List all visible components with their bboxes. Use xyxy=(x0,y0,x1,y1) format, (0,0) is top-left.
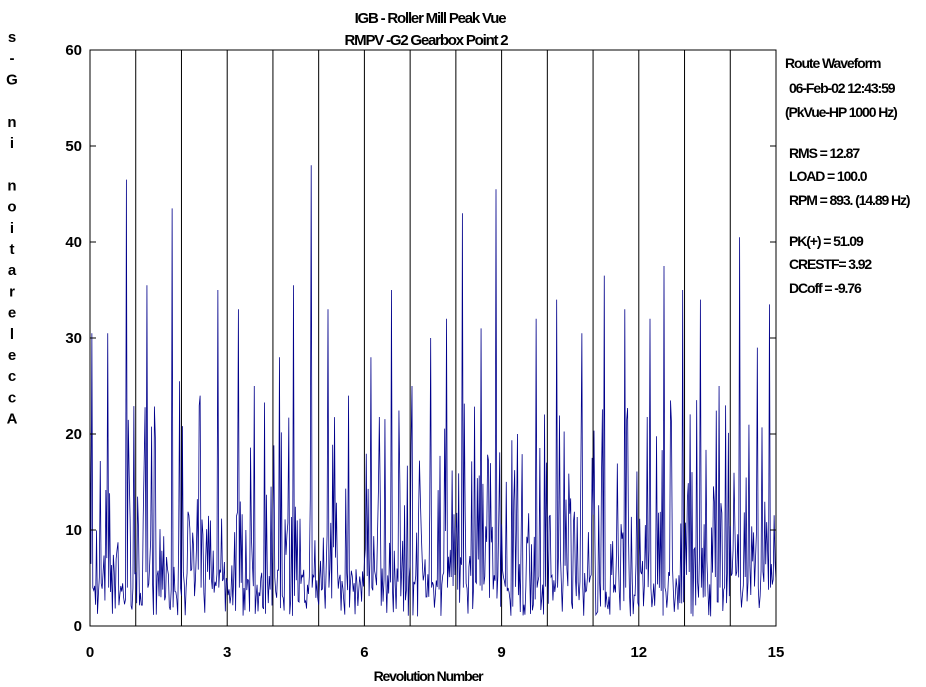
y-axis-ticks: 0 10 20 30 40 50 60 xyxy=(65,42,776,635)
info-rms: RMS = 12.87 xyxy=(789,145,860,161)
y-axis-label-char: A xyxy=(7,411,18,428)
x-tick-label: 0 xyxy=(86,644,94,661)
info-rpm: RPM = 893. (14.89 Hz) xyxy=(789,192,910,208)
x-tick-label: 6 xyxy=(360,644,368,661)
x-tick-label: 15 xyxy=(768,644,785,661)
info-timestamp: 06-Feb-02 12:43:59 xyxy=(789,80,896,96)
y-tick-label: 30 xyxy=(65,330,82,347)
y-axis-label-char: r xyxy=(9,283,15,300)
y-axis-label-char: l xyxy=(10,326,14,343)
y-axis-label-char: t xyxy=(10,241,15,258)
chart-title-line-2: RMPV -G2 Gearbox Point 2 xyxy=(345,32,509,49)
y-tick-label: 20 xyxy=(65,426,82,443)
info-pkvue: (PkVue-HP 1000 Hz) xyxy=(785,104,897,120)
y-axis-label-char: G xyxy=(6,71,18,88)
chart-title-line-1: IGB - Roller Mill Peak Vue xyxy=(355,10,507,27)
y-axis-label-char: i xyxy=(10,220,14,237)
y-tick-label: 10 xyxy=(65,522,82,539)
y-tick-label: 60 xyxy=(65,42,82,59)
y-axis-label-char: o xyxy=(7,199,16,216)
y-axis-label-char: i xyxy=(10,135,14,152)
y-tick-label: 40 xyxy=(65,234,82,251)
y-axis-label-char: n xyxy=(7,114,16,131)
y-axis-label-char: - xyxy=(10,50,15,67)
y-axis-label-char: s xyxy=(8,29,16,46)
y-axis-label-char: a xyxy=(8,262,17,279)
info-crestf: CRESTF= 3.92 xyxy=(789,256,872,272)
y-tick-label: 0 xyxy=(74,618,82,635)
info-load: LOAD = 100.0 xyxy=(789,168,868,184)
info-dcoff: DCoff = -9.76 xyxy=(789,280,862,296)
y-axis-label-char: n xyxy=(7,177,16,194)
info-pk: PK(+) = 51.09 xyxy=(789,233,864,249)
waveform-series-line xyxy=(89,165,777,617)
x-tick-label: 9 xyxy=(497,644,505,661)
y-axis-label-char: c xyxy=(8,389,16,406)
plot-area: 0 10 20 30 40 50 60 0 3 6 9 12 15 xyxy=(65,42,784,661)
revolution-markers xyxy=(135,50,731,626)
y-tick-label: 50 xyxy=(65,138,82,155)
x-tick-label: 3 xyxy=(223,644,231,661)
y-axis-label-char: e xyxy=(8,305,16,322)
info-panel: Route Waveform 06-Feb-02 12:43:59 (PkVue… xyxy=(785,55,911,296)
x-axis-label: Revolution Number xyxy=(374,668,484,684)
x-tick-label: 12 xyxy=(630,644,647,661)
y-axis-label-char: e xyxy=(8,347,16,364)
y-axis-label-char: c xyxy=(8,368,16,385)
x-axis-ticks: 0 3 6 9 12 15 xyxy=(86,644,785,661)
info-route-waveform: Route Waveform xyxy=(785,55,881,71)
